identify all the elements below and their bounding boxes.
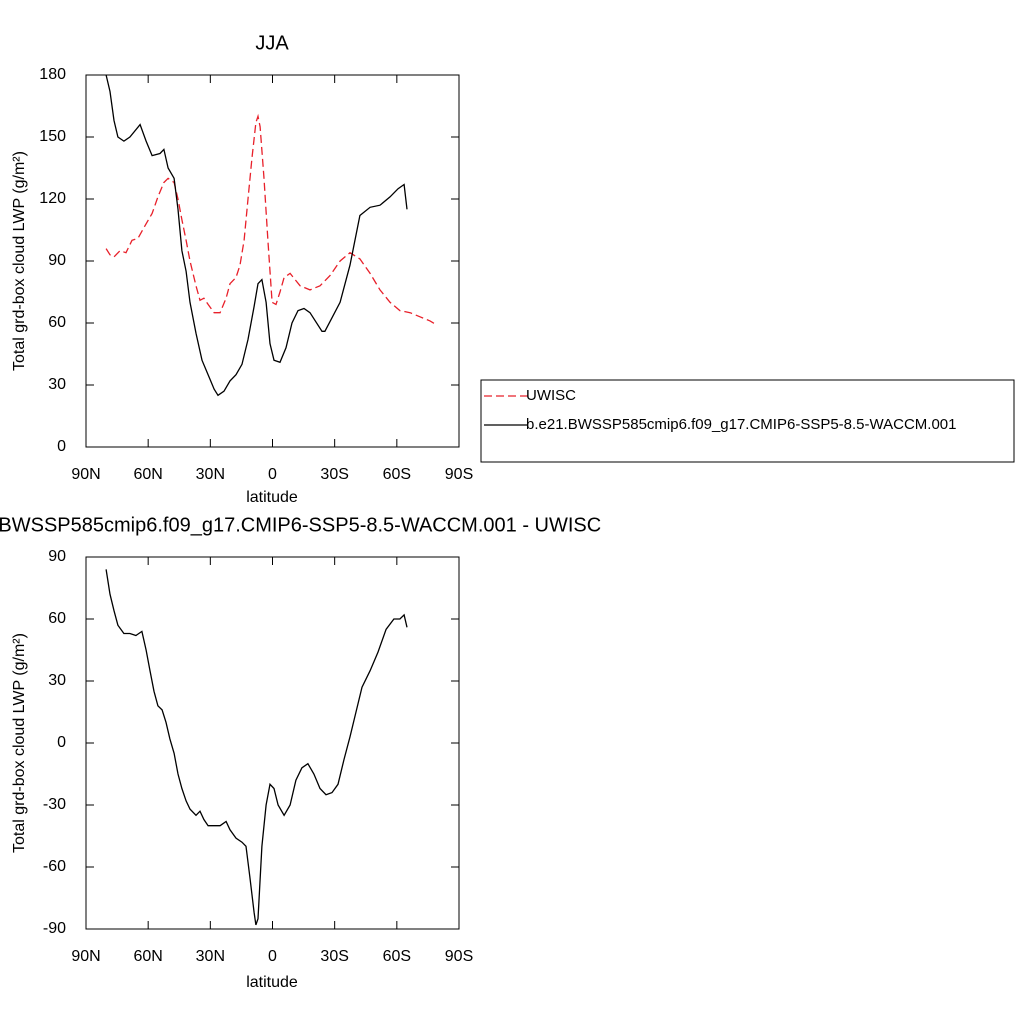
y-tick-label: 60: [48, 314, 66, 331]
y-tick-label: 30: [48, 672, 66, 689]
x-tick-label: 90N: [71, 466, 100, 483]
x-tick-label: 30S: [320, 948, 348, 965]
x-tick-label: 60N: [133, 466, 162, 483]
legend-label: b.e21.BWSSP585cmip6.f09_g17.CMIP6-SSP5-8…: [526, 416, 956, 433]
data-line: [105, 74, 408, 397]
x-tick-label: 0: [268, 948, 277, 965]
plot-frame: [85, 556, 460, 930]
y-axis-label: Total grd-box cloud LWP (g/m²): [11, 633, 28, 853]
y-tick-label: 0: [57, 734, 66, 751]
x-tick-label: 90S: [445, 466, 473, 483]
data-line: [105, 113, 438, 326]
y-tick-label: 60: [48, 610, 66, 627]
x-tick-label: 30N: [196, 948, 225, 965]
chart-title: JJA: [255, 32, 289, 54]
y-tick-label: 30: [48, 376, 66, 393]
x-tick-label: 30N: [196, 466, 225, 483]
y-tick-label: -60: [43, 858, 66, 875]
legend-label: UWISC: [526, 387, 576, 404]
y-tick-label: -30: [43, 796, 66, 813]
y-tick-label: 90: [48, 548, 66, 565]
x-tick-label: 0: [268, 466, 277, 483]
x-tick-label: 90S: [445, 948, 473, 965]
y-tick-label: 180: [39, 66, 66, 83]
chart-title: b.e21.BWSSP585cmip6.f09_g17.CMIP6-SSP5-8…: [0, 514, 601, 536]
data-line: [105, 569, 408, 926]
x-tick-label: 60N: [133, 948, 162, 965]
x-axis-label: latitude: [246, 974, 298, 991]
y-tick-label: 90: [48, 252, 66, 269]
x-tick-label: 60S: [383, 948, 411, 965]
y-tick-label: 150: [39, 128, 66, 145]
x-tick-label: 90N: [71, 948, 100, 965]
legend-box: [480, 379, 1015, 463]
y-tick-label: 0: [57, 438, 66, 455]
y-axis-label: Total grd-box cloud LWP (g/m²): [11, 151, 28, 371]
x-axis-label: latitude: [246, 489, 298, 506]
y-tick-label: -90: [43, 920, 66, 937]
x-tick-label: 30S: [320, 466, 348, 483]
y-tick-label: 120: [39, 190, 66, 207]
x-tick-label: 60S: [383, 466, 411, 483]
